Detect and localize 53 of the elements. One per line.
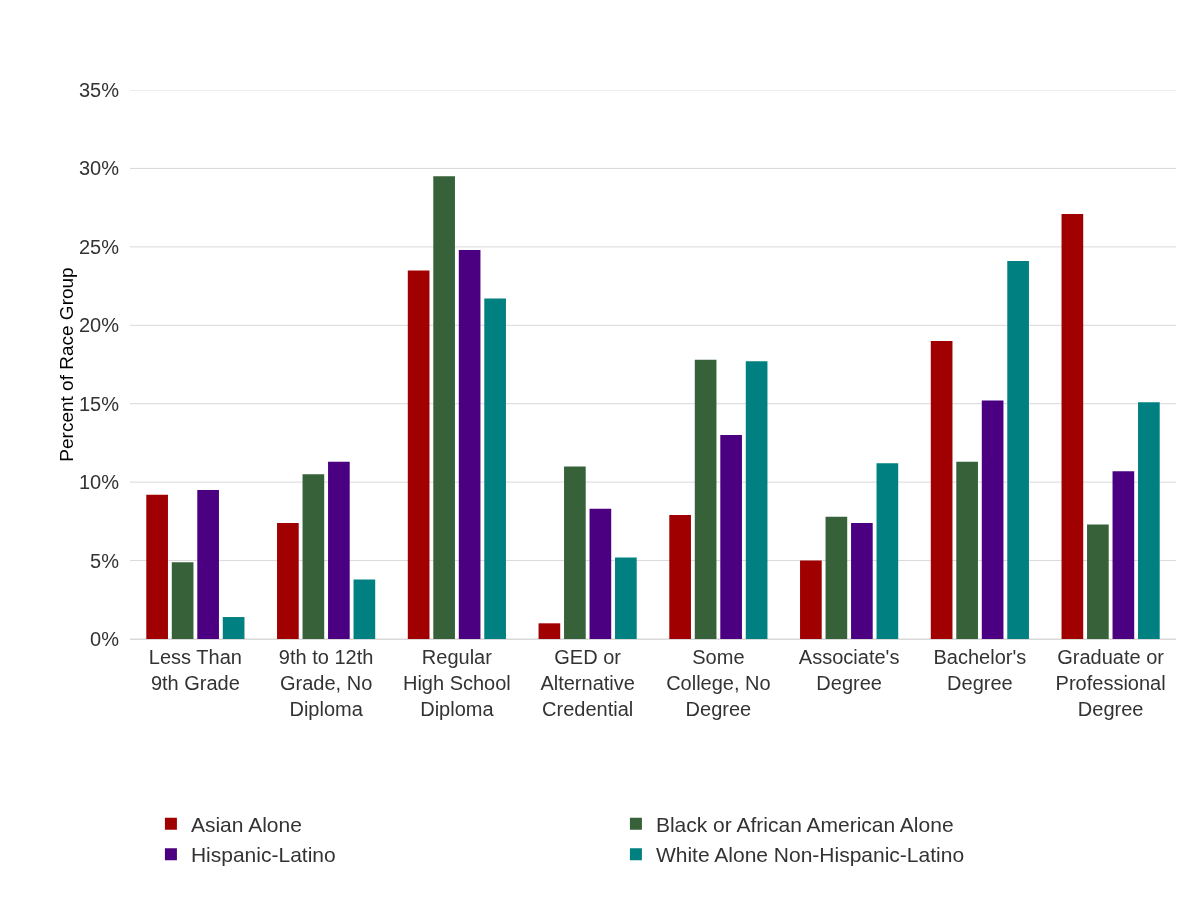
bar: [1007, 260, 1029, 639]
bar: [538, 623, 561, 639]
y-tick-label: 15%: [78, 392, 120, 415]
legend-label: Asian Alone: [190, 813, 302, 837]
bar: [956, 461, 978, 639]
bar: [564, 466, 586, 639]
y-tick-label: 30%: [78, 157, 120, 180]
bar: [615, 557, 637, 639]
bar: [694, 359, 717, 639]
bar: [876, 463, 899, 639]
bar: [800, 560, 822, 639]
bar: [433, 176, 455, 639]
x-tick-label: Bachelor's Degree: [933, 646, 1027, 694]
bar: [589, 508, 612, 639]
y-tick-label: 25%: [78, 235, 120, 258]
y-tick-label: 5%: [90, 549, 120, 572]
bar: [1138, 402, 1160, 639]
bar: [146, 494, 168, 639]
x-tick-label: Less Than 9th Grade: [148, 646, 242, 694]
bar: [669, 515, 691, 639]
bar: [458, 249, 481, 639]
legend-label: Black or African American Alone: [655, 813, 954, 837]
x-tick-label: 9th to 12th Grade, No Diploma: [278, 646, 374, 720]
y-tick-label: 10%: [78, 471, 120, 494]
bar: [1112, 471, 1135, 639]
bar: [825, 516, 848, 639]
y-tick-label: 35%: [78, 79, 120, 101]
bar: [1061, 213, 1084, 639]
x-tick-label: Graduate or Professional Degree: [1055, 646, 1166, 720]
y-axis-title: Percent of Race Group: [55, 267, 77, 462]
legend-label: Hispanic-Latino: [190, 843, 336, 867]
bar: [171, 562, 194, 639]
x-tick-label: Some College, No Degree: [666, 646, 771, 720]
bar: [302, 474, 325, 639]
bar: [851, 522, 873, 639]
bar: [197, 489, 219, 639]
bar: [222, 617, 245, 639]
bar: [745, 361, 768, 639]
x-tick-label: Regular High School Diploma: [402, 646, 511, 720]
bar: [1087, 524, 1109, 639]
bar: [930, 340, 953, 639]
y-tick-label: 20%: [78, 314, 120, 337]
bar: [328, 461, 350, 639]
bar: [484, 298, 506, 639]
bar: [981, 400, 1004, 639]
legend-label: White Alone Non-Hispanic-Latino: [655, 843, 965, 867]
x-tick-label: Associate's Degree: [798, 646, 900, 694]
y-tick-label: 0%: [90, 628, 120, 650]
bar: [407, 270, 430, 639]
bar: [353, 579, 376, 639]
bar: [277, 522, 299, 639]
bar: [720, 435, 742, 639]
x-tick-label: GED or Alternative Credential: [540, 646, 635, 720]
